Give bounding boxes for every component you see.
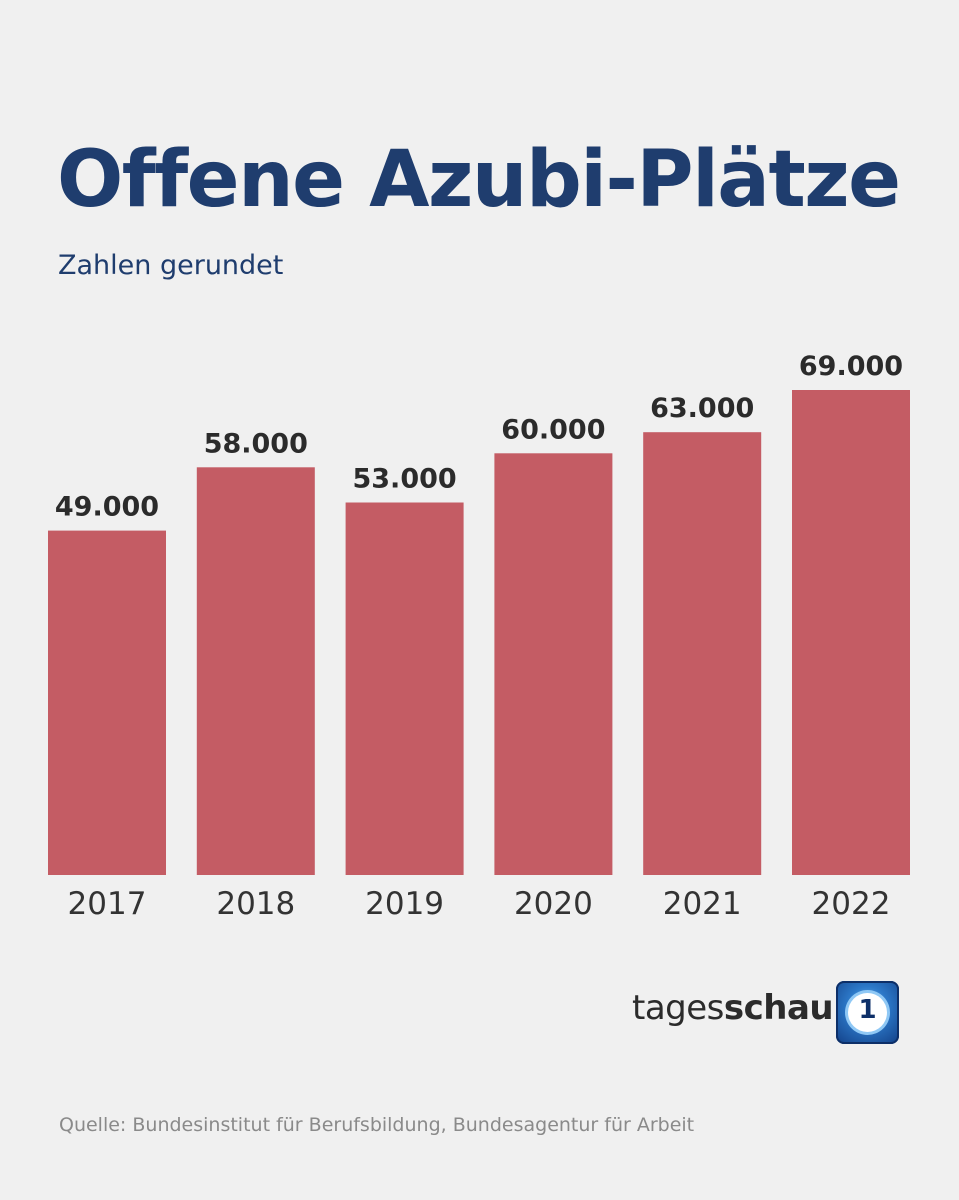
bar-2019 [345,502,464,875]
bar-2017 [48,530,166,875]
x-tick-label-2018: 2018 [216,886,295,922]
brand-name-light: tages [632,988,724,1028]
brand-name-bold: schau [723,988,834,1028]
value-label-2020: 60.000 [501,414,605,445]
bar-2022 [792,390,910,875]
logo-mark: 1 [858,995,877,1025]
value-label-2017: 49.000 [55,492,159,523]
ard-one-logo-icon: 1 [836,981,899,1044]
bar-chart: 49.000 2017 58.000 2018 53.000 2019 60.000 2020… [48,351,910,922]
value-label-2019: 53.000 [352,464,456,495]
bar-2018 [196,467,315,875]
x-tick-label-2017: 2017 [68,886,147,922]
x-tick-label-2021: 2021 [663,886,742,922]
bar-2021 [643,432,762,875]
bar-2020 [494,453,613,875]
brand-wordmark: tagesschau [632,988,834,1028]
x-tick-label-2020: 2020 [514,886,593,922]
logo-disc [848,993,887,1032]
chart-subtitle: Zahlen gerundet [58,250,284,281]
value-label-2018: 58.000 [204,428,308,459]
value-label-2022: 69.000 [799,351,903,382]
x-tick-label-2022: 2022 [812,886,891,922]
chart-title: Offene Azubi-Plätze [57,135,901,225]
source-note: Quelle: Bundesinstitut für Berufsbildung… [59,1114,695,1136]
value-label-2021: 63.000 [650,393,754,424]
x-tick-label-2019: 2019 [365,886,444,922]
